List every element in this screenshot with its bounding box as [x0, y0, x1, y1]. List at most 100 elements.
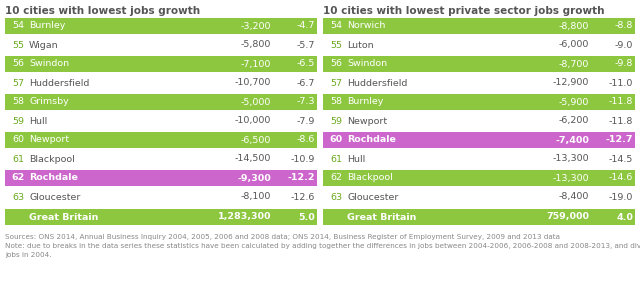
- Text: 61: 61: [330, 154, 342, 163]
- Text: 61: 61: [12, 154, 24, 163]
- Text: -19.0: -19.0: [609, 193, 633, 201]
- Text: -12.2: -12.2: [287, 173, 315, 182]
- Text: -14,500: -14,500: [235, 154, 271, 163]
- Text: -6.7: -6.7: [296, 79, 315, 88]
- Text: -9.0: -9.0: [614, 41, 633, 49]
- Text: Swindon: Swindon: [29, 60, 69, 69]
- Text: -3,200: -3,200: [241, 21, 271, 30]
- Bar: [323, 18, 635, 34]
- Bar: [323, 56, 635, 72]
- Bar: [5, 37, 317, 53]
- Text: Burnley: Burnley: [347, 98, 383, 107]
- Text: -5,900: -5,900: [559, 98, 589, 107]
- Text: 57: 57: [330, 79, 342, 88]
- Bar: [5, 75, 317, 91]
- Text: -10,700: -10,700: [235, 79, 271, 88]
- Bar: [5, 209, 317, 225]
- Bar: [5, 18, 317, 34]
- Text: Huddersfield: Huddersfield: [347, 79, 408, 88]
- Text: 4.0: 4.0: [616, 213, 633, 222]
- Text: -9,300: -9,300: [237, 173, 271, 182]
- Bar: [5, 56, 317, 72]
- Text: 60: 60: [12, 135, 24, 144]
- Bar: [5, 189, 317, 205]
- Text: -6,500: -6,500: [241, 135, 271, 144]
- Text: Norwich: Norwich: [347, 21, 385, 30]
- Text: -9.8: -9.8: [614, 60, 633, 69]
- Text: 55: 55: [330, 41, 342, 49]
- Bar: [323, 37, 635, 53]
- Text: -8,400: -8,400: [559, 193, 589, 201]
- Text: -10.9: -10.9: [291, 154, 315, 163]
- Text: -8.8: -8.8: [614, 21, 633, 30]
- Text: 56: 56: [330, 60, 342, 69]
- Text: -7,400: -7,400: [555, 135, 589, 144]
- Bar: [323, 132, 635, 148]
- Bar: [5, 151, 317, 167]
- Text: Gloucester: Gloucester: [29, 193, 81, 201]
- Text: Luton: Luton: [347, 41, 374, 49]
- Text: Great Britain: Great Britain: [347, 213, 417, 222]
- Text: -8.6: -8.6: [296, 135, 315, 144]
- Bar: [323, 94, 635, 110]
- Text: -7.9: -7.9: [296, 116, 315, 126]
- Text: Blackpool: Blackpool: [29, 154, 75, 163]
- Text: -12.7: -12.7: [605, 135, 633, 144]
- Text: Rochdale: Rochdale: [347, 135, 396, 144]
- Text: 59: 59: [12, 116, 24, 126]
- Text: Rochdale: Rochdale: [29, 173, 78, 182]
- Text: 10 cities with lowest private sector jobs growth: 10 cities with lowest private sector job…: [323, 6, 605, 16]
- Text: -8,800: -8,800: [559, 21, 589, 30]
- Text: -11.8: -11.8: [609, 116, 633, 126]
- Text: -8,100: -8,100: [241, 193, 271, 201]
- Text: -7,100: -7,100: [241, 60, 271, 69]
- Text: 10 cities with lowest jobs growth: 10 cities with lowest jobs growth: [5, 6, 200, 16]
- Text: -10,000: -10,000: [235, 116, 271, 126]
- Bar: [5, 170, 317, 186]
- Bar: [323, 209, 635, 225]
- Text: 62: 62: [12, 173, 24, 182]
- Text: 54: 54: [330, 21, 342, 30]
- Bar: [323, 170, 635, 186]
- Text: 63: 63: [330, 193, 342, 201]
- Text: Sources: ONS 2014, Annual Business Inquiry 2004, 2005, 2006 and 2008 data; ONS 2: Sources: ONS 2014, Annual Business Inqui…: [5, 234, 560, 240]
- Text: 60: 60: [330, 135, 342, 144]
- Text: Grimsby: Grimsby: [29, 98, 68, 107]
- Text: Huddersfield: Huddersfield: [29, 79, 90, 88]
- Text: -5.7: -5.7: [296, 41, 315, 49]
- Text: Gloucester: Gloucester: [347, 193, 398, 201]
- Text: 58: 58: [330, 98, 342, 107]
- Text: 56: 56: [12, 60, 24, 69]
- Text: -6,000: -6,000: [559, 41, 589, 49]
- Text: -13,300: -13,300: [552, 154, 589, 163]
- Bar: [323, 113, 635, 129]
- Text: -6,200: -6,200: [559, 116, 589, 126]
- Text: -13,300: -13,300: [552, 173, 589, 182]
- Text: -5,000: -5,000: [241, 98, 271, 107]
- Text: -11.0: -11.0: [609, 79, 633, 88]
- Text: 58: 58: [12, 98, 24, 107]
- Text: Swindon: Swindon: [347, 60, 387, 69]
- Bar: [5, 113, 317, 129]
- Text: 5.0: 5.0: [298, 213, 315, 222]
- Text: Great Britain: Great Britain: [29, 213, 99, 222]
- Text: -12,900: -12,900: [552, 79, 589, 88]
- Text: jobs in 2004.: jobs in 2004.: [5, 252, 51, 258]
- Text: 1,283,300: 1,283,300: [218, 213, 271, 222]
- Text: -4.7: -4.7: [296, 21, 315, 30]
- Text: 59: 59: [330, 116, 342, 126]
- Bar: [5, 94, 317, 110]
- Text: 759,000: 759,000: [546, 213, 589, 222]
- Text: Hull: Hull: [29, 116, 47, 126]
- Bar: [323, 151, 635, 167]
- Text: Newport: Newport: [29, 135, 69, 144]
- Text: Newport: Newport: [347, 116, 387, 126]
- Text: 55: 55: [12, 41, 24, 49]
- Text: Hull: Hull: [347, 154, 365, 163]
- Text: -8,700: -8,700: [559, 60, 589, 69]
- Text: Wigan: Wigan: [29, 41, 59, 49]
- Text: -6.5: -6.5: [296, 60, 315, 69]
- Bar: [323, 75, 635, 91]
- Text: 62: 62: [330, 173, 342, 182]
- Text: 63: 63: [12, 193, 24, 201]
